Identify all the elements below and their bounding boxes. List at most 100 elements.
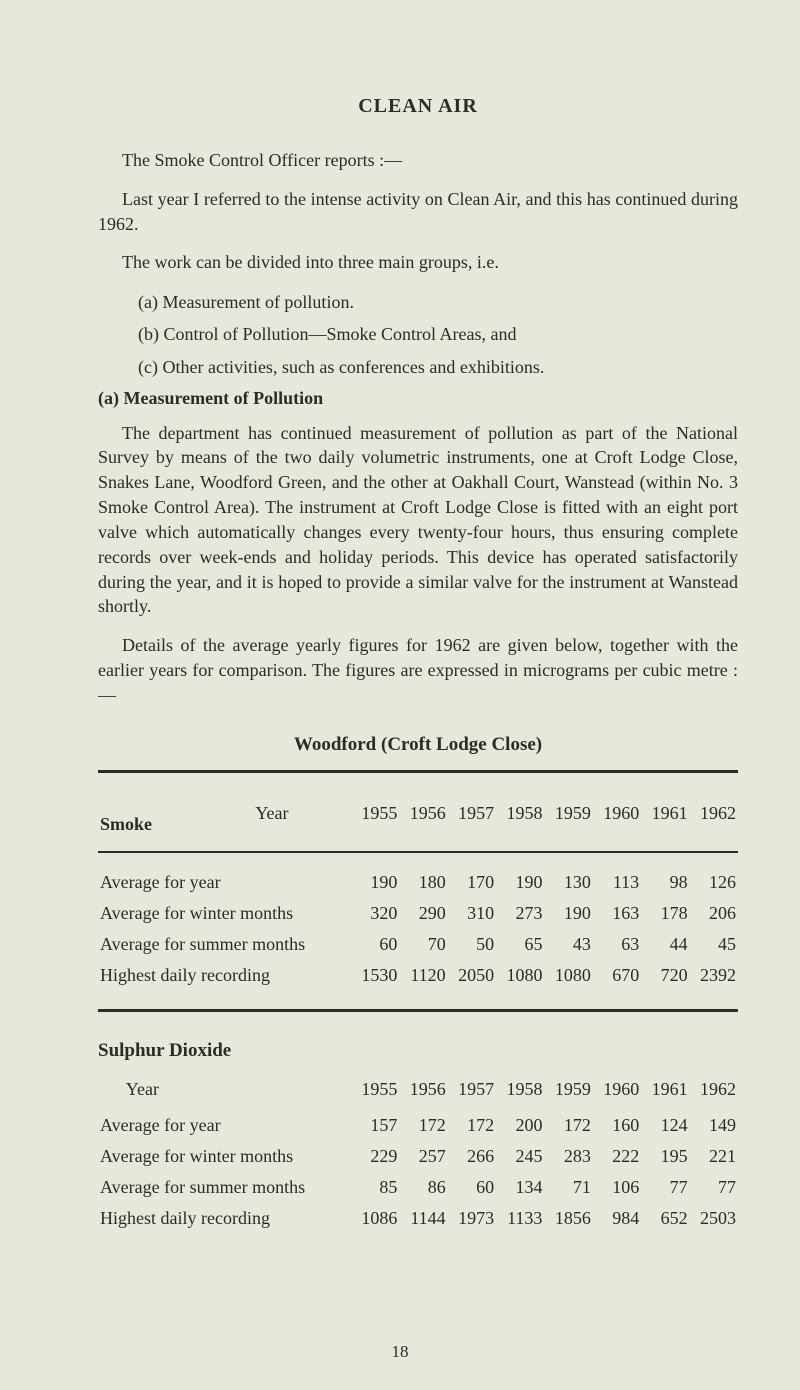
rule-top — [98, 770, 738, 773]
cell: 245 — [496, 1141, 544, 1172]
table-row: Average for summer months 85 86 60 134 7… — [98, 1172, 738, 1203]
year-col: 1961 — [641, 787, 689, 845]
paragraph-5: Details of the average yearly figures fo… — [98, 633, 738, 707]
cell: 221 — [690, 1141, 738, 1172]
cell: 2503 — [690, 1203, 738, 1234]
cell: 134 — [496, 1172, 544, 1203]
so2-year-row: Year 1955 1956 1957 1958 1959 1960 1961 … — [98, 1074, 738, 1110]
cell: 60 — [448, 1172, 496, 1203]
cell: 77 — [641, 1172, 689, 1203]
section-a-heading: (a) Measurement of Pollution — [98, 388, 738, 409]
cell: 43 — [544, 929, 592, 960]
cell: 124 — [641, 1110, 689, 1141]
cell: 1530 — [351, 960, 399, 991]
year-col: 1962 — [690, 787, 738, 845]
page-number: 18 — [0, 1342, 800, 1362]
cell: 44 — [641, 929, 689, 960]
table-row: Average for year 190 180 170 190 130 113… — [98, 867, 738, 898]
year-col: 1956 — [399, 1074, 447, 1110]
cell: 320 — [351, 898, 399, 929]
cell: 200 — [496, 1110, 544, 1141]
cell: 257 — [399, 1141, 447, 1172]
so2-table: Year 1955 1956 1957 1958 1959 1960 1961 … — [98, 1074, 738, 1234]
cell: 106 — [593, 1172, 641, 1203]
row-label: Highest daily recording — [98, 1203, 351, 1234]
cell: 180 — [399, 867, 447, 898]
cell: 984 — [593, 1203, 641, 1234]
table-row: Average for winter months 229 257 266 24… — [98, 1141, 738, 1172]
cell: 2392 — [690, 960, 738, 991]
cell: 60 — [351, 929, 399, 960]
cell: 190 — [351, 867, 399, 898]
cell: 71 — [544, 1172, 592, 1203]
paragraph-1: The Smoke Control Officer reports :— — [98, 148, 738, 173]
year-col: 1955 — [351, 787, 399, 845]
row-label: Average for winter months — [98, 1141, 351, 1172]
cell: 163 — [593, 898, 641, 929]
cell: 98 — [641, 867, 689, 898]
table-row: Highest daily recording 1086 1144 1973 1… — [98, 1203, 738, 1234]
cell: 190 — [496, 867, 544, 898]
cell: 77 — [690, 1172, 738, 1203]
year-col: 1960 — [593, 787, 641, 845]
cell: 85 — [351, 1172, 399, 1203]
cell: 172 — [399, 1110, 447, 1141]
cell: 1973 — [448, 1203, 496, 1234]
row-label: Average for summer months — [98, 929, 351, 960]
table-row: Average for winter months 320 290 310 27… — [98, 898, 738, 929]
cell: 1080 — [544, 960, 592, 991]
table-row: Highest daily recording 1530 1120 2050 1… — [98, 960, 738, 991]
cell: 63 — [593, 929, 641, 960]
cell: 2050 — [448, 960, 496, 991]
cell: 1080 — [496, 960, 544, 991]
cell: 652 — [641, 1203, 689, 1234]
year-col: 1959 — [544, 787, 592, 845]
cell: 1856 — [544, 1203, 592, 1234]
cell: 206 — [690, 898, 738, 929]
cell: 113 — [593, 867, 641, 898]
year-col: 1957 — [448, 787, 496, 845]
paragraph-4: The department has continued measurement… — [98, 421, 738, 620]
list-item-a: (a) Measurement of pollution. — [138, 289, 738, 315]
row-label: Average for winter months — [98, 898, 351, 929]
so2-blank — [98, 1074, 124, 1110]
cell: 149 — [690, 1110, 738, 1141]
year-col: 1959 — [544, 1074, 592, 1110]
cell: 172 — [448, 1110, 496, 1141]
cell: 157 — [351, 1110, 399, 1141]
cell: 1133 — [496, 1203, 544, 1234]
page-title: CLEAN AIR — [98, 95, 738, 118]
row-label: Average for summer months — [98, 1172, 351, 1203]
smoke-year-row: Smoke Year 1955 1956 1957 1958 1959 1960… — [98, 787, 738, 845]
rule-mid — [98, 1009, 738, 1012]
cell: 229 — [351, 1141, 399, 1172]
cell: 65 — [496, 929, 544, 960]
year-col: 1960 — [593, 1074, 641, 1110]
cell: 195 — [641, 1141, 689, 1172]
table-row: Average for summer months 60 70 50 65 43… — [98, 929, 738, 960]
list-item-b: (b) Control of Pollution—Smoke Control A… — [138, 321, 738, 347]
smoke-heading-label: Smoke — [100, 814, 251, 835]
table-row: Average for year 157 172 172 200 172 160… — [98, 1110, 738, 1141]
cell: 273 — [496, 898, 544, 929]
cell: 310 — [448, 898, 496, 929]
cell: 190 — [544, 898, 592, 929]
cell: 50 — [448, 929, 496, 960]
cell: 178 — [641, 898, 689, 929]
cell: 1144 — [399, 1203, 447, 1234]
cell: 720 — [641, 960, 689, 991]
year-col: 1958 — [496, 787, 544, 845]
cell: 1086 — [351, 1203, 399, 1234]
row-label: Average for year — [98, 867, 351, 898]
cell: 86 — [399, 1172, 447, 1203]
cell: 283 — [544, 1141, 592, 1172]
cell: 290 — [399, 898, 447, 929]
cell: 266 — [448, 1141, 496, 1172]
cell: 170 — [448, 867, 496, 898]
cell: 130 — [544, 867, 592, 898]
paragraph-3: The work can be divided into three main … — [98, 250, 738, 275]
rule-smoke-header — [98, 851, 738, 853]
cell: 1120 — [399, 960, 447, 991]
smoke-table: Smoke Year 1955 1956 1957 1958 1959 1960… — [98, 787, 738, 991]
cell: 160 — [593, 1110, 641, 1141]
